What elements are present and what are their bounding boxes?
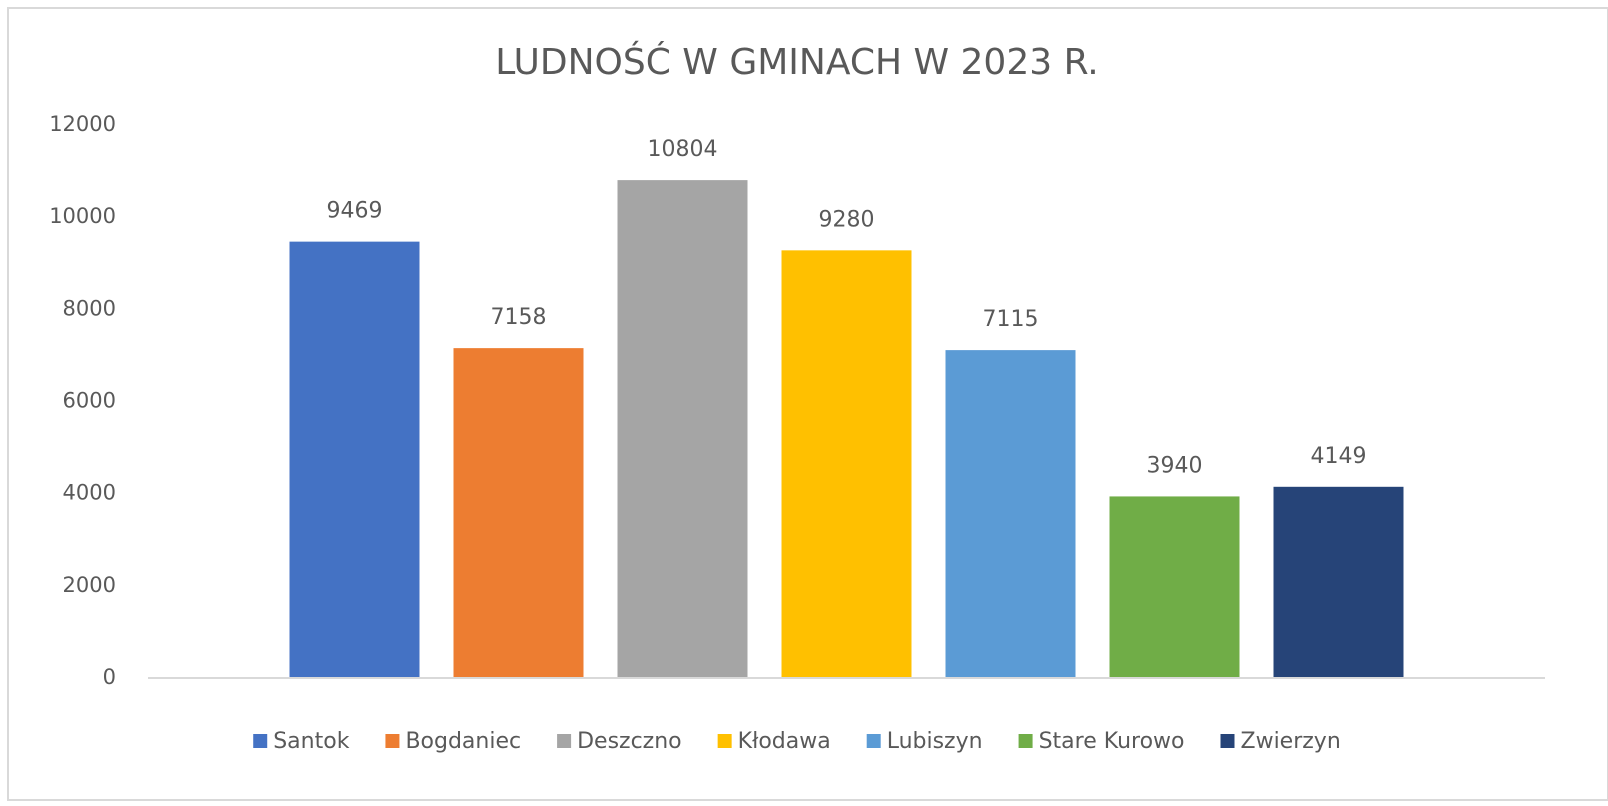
- legend-swatch: [557, 734, 572, 748]
- legend-swatch: [1018, 734, 1033, 748]
- legend-swatch: [1220, 734, 1235, 748]
- value-label: 4149: [1311, 444, 1367, 469]
- bar: [289, 241, 420, 679]
- value-label: 7158: [491, 305, 547, 330]
- y-tick-label: 2000: [63, 573, 116, 597]
- bar: [945, 350, 1076, 678]
- value-label: 7115: [983, 307, 1039, 332]
- legend-label: Lubiszyn: [887, 729, 983, 754]
- legend-label: Deszczno: [577, 729, 682, 754]
- legend-swatch: [385, 734, 400, 748]
- bar: [617, 180, 748, 678]
- value-label: 9469: [327, 199, 383, 224]
- bar: [453, 348, 584, 678]
- legend-swatch: [717, 734, 732, 748]
- y-tick-label: 12000: [49, 112, 116, 136]
- value-label: 3940: [1147, 453, 1203, 478]
- legend-label: Bogdaniec: [405, 729, 521, 754]
- y-tick-label: 6000: [63, 389, 116, 413]
- legend-swatch: [253, 734, 268, 748]
- legend-label: Kłodawa: [738, 729, 831, 754]
- value-label: 10804: [648, 137, 718, 162]
- y-tick-label: 10000: [49, 204, 116, 228]
- bar: [1273, 486, 1404, 678]
- chart-title: LUDNOŚĆ W GMINACH W 2023 R.: [495, 41, 1099, 83]
- y-tick-label: 4000: [63, 481, 116, 505]
- legend-label: Stare Kurowo: [1039, 729, 1185, 754]
- y-tick-label: 0: [103, 665, 116, 689]
- legend-swatch: [866, 734, 881, 748]
- legend-label: Zwierzyn: [1241, 729, 1341, 754]
- legend-label: Santok: [273, 729, 349, 754]
- value-label: 9280: [819, 207, 875, 232]
- bar: [1109, 496, 1240, 678]
- y-tick-label: 8000: [63, 296, 116, 320]
- bar: [781, 250, 912, 678]
